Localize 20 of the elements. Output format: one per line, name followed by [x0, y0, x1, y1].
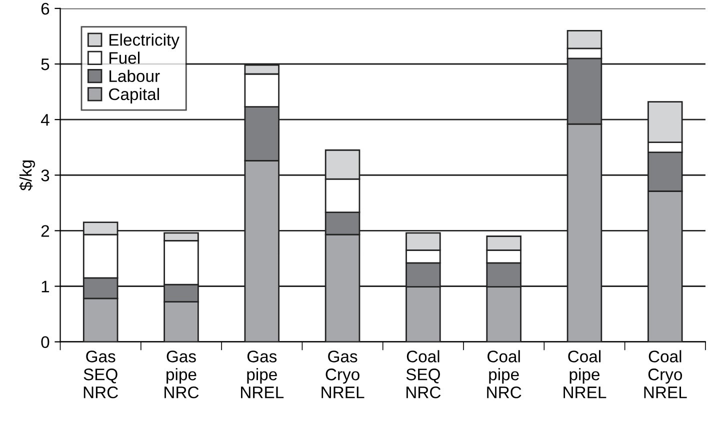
legend-label: Capital: [109, 88, 159, 104]
y-tick-label: 4: [40, 114, 50, 126]
y-tick-label: 0: [41, 336, 50, 348]
y-tick-label: 5: [41, 58, 50, 70]
legend-label: Electricity: [110, 34, 180, 50]
y-axis-title: $/kg: [19, 160, 36, 191]
x-tick-label: Coal SEQ NRC: [406, 350, 441, 398]
x-tick-label: Gas pipe NREL: [241, 350, 284, 398]
y-tick-label: 3: [41, 170, 50, 182]
x-tick-label: Coal pipe NRC: [487, 350, 522, 398]
legend-label: Labour: [110, 70, 160, 82]
x-tick-label: Gas pipe NRC: [164, 350, 199, 398]
x-tick-label: Gas Cryo NREL: [322, 350, 364, 398]
x-tick-label: Coal pipe NREL: [564, 350, 606, 398]
y-tick-label: 6: [41, 2, 50, 15]
y-tick-label: 1: [42, 280, 50, 292]
y-tick-label: 2: [41, 225, 50, 237]
legend-label: Fuel: [110, 52, 140, 64]
x-tick-label: Gas SEQ NRC: [84, 350, 118, 398]
x-tick-label: Coal Cryo NREL: [644, 350, 687, 398]
